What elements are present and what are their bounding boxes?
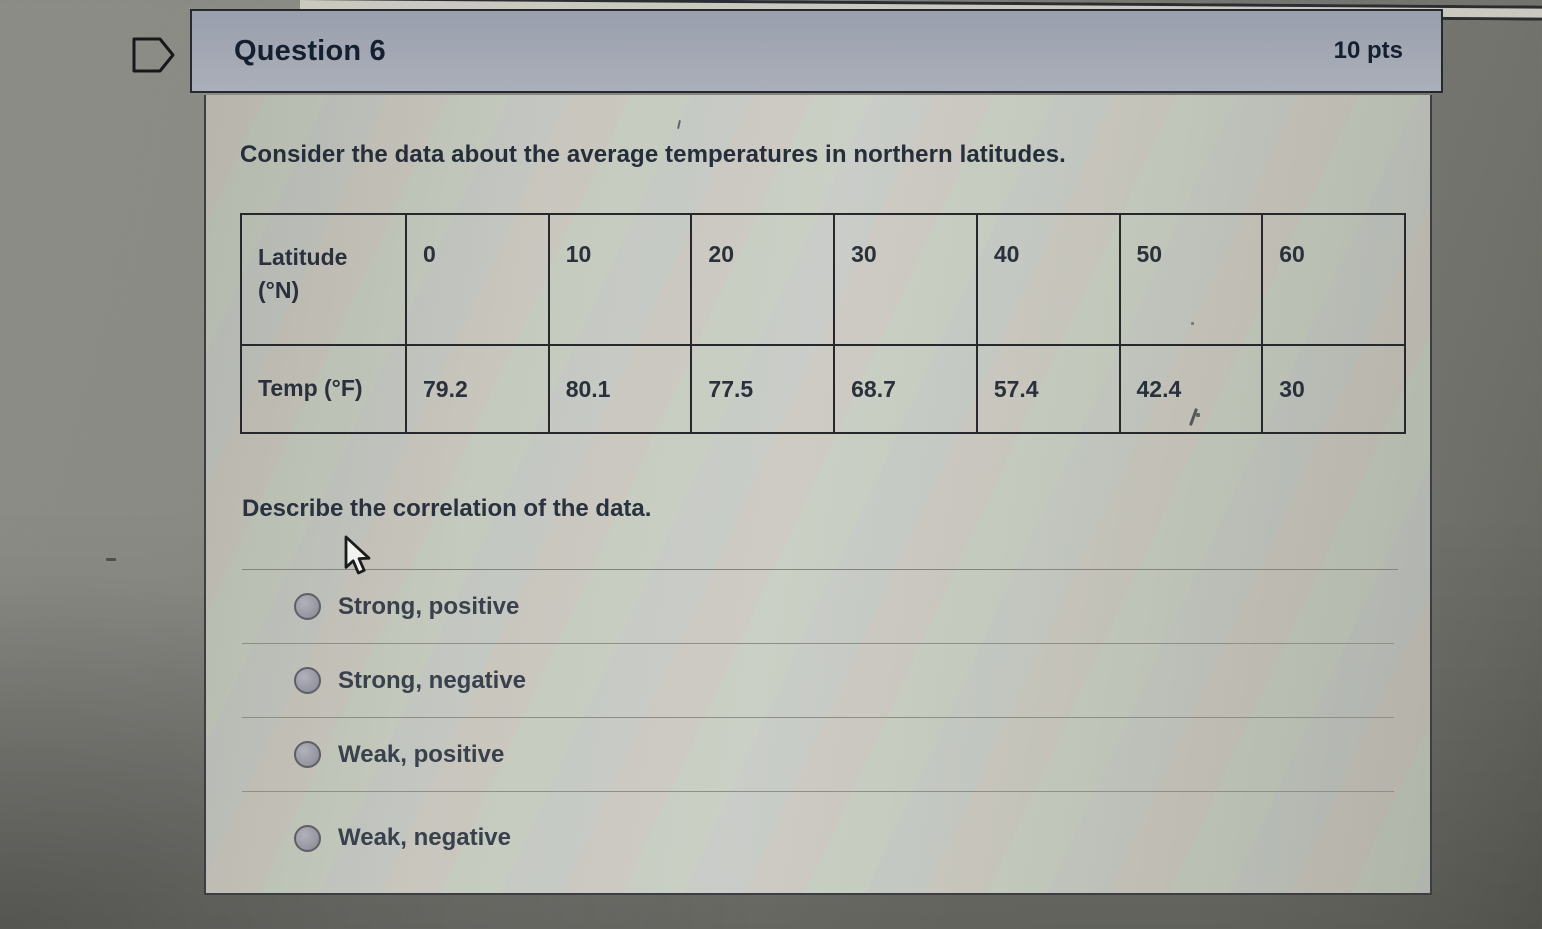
table-row-temp: Temp (°F) 79.2 80.1 77.5 68.7 57.4 42.4 … <box>240 344 1406 434</box>
table-cell-temp: 80.1 <box>547 344 693 434</box>
radio-button-icon[interactable] <box>294 741 321 768</box>
answer-option-label[interactable]: Weak, positive <box>338 740 505 768</box>
answer-option-label[interactable]: Strong, positive <box>338 592 520 620</box>
table-cell-latitude: 10 <box>547 213 693 346</box>
question-points: 10 pts <box>1333 37 1403 64</box>
table-cell-latitude: 0 <box>405 213 550 346</box>
table-cell-temp: 57.4 <box>975 344 1121 434</box>
radio-button-icon[interactable] <box>294 593 321 620</box>
answer-option-weak-positive[interactable]: Weak, positive <box>242 718 1394 792</box>
radio-button-icon[interactable] <box>294 824 321 852</box>
table-cell-latitude: 30 <box>833 213 978 346</box>
answer-option-weak-negative[interactable]: Weak, negative <box>242 792 1394 884</box>
question-title: Question 6 <box>234 34 386 67</box>
correlation-prompt: Describe the correlation of the data. <box>242 495 652 522</box>
table-cell-latitude: 60 <box>1261 213 1406 346</box>
table-cell-temp: 77.5 <box>690 344 836 434</box>
table-cell-latitude: 40 <box>975 213 1121 346</box>
radio-button-icon[interactable] <box>294 667 321 694</box>
temperature-data-table: Latitude (°N) 0 10 20 30 40 50 60 Temp (… <box>240 213 1406 434</box>
answer-option-label[interactable]: Weak, negative <box>338 824 511 851</box>
table-row-header-latitude: Latitude (°N) <box>240 213 407 346</box>
question-header: Question 6 10 pts <box>190 9 1443 93</box>
answer-option-label[interactable]: Strong, negative <box>338 666 527 694</box>
answer-options-list: Strong, positive Strong, negative Weak, … <box>206 570 1430 884</box>
photo-speck <box>1196 413 1200 417</box>
table-cell-temp: 68.7 <box>833 344 978 434</box>
table-row-header-temp: Temp (°F) <box>240 344 407 434</box>
divider-line <box>242 569 1398 570</box>
table-cell-temp: 79.2 <box>405 344 550 434</box>
photo-speck <box>1191 322 1194 325</box>
table-cell-latitude: 20 <box>690 213 836 346</box>
table-row-latitude: Latitude (°N) 0 10 20 30 40 50 60 <box>240 213 1406 346</box>
photo-speck <box>106 558 116 561</box>
flag-question-icon[interactable] <box>132 36 176 74</box>
question-body-panel: Consider the data about the average temp… <box>204 95 1432 895</box>
answer-option-strong-negative[interactable]: Strong, negative <box>242 644 1394 718</box>
table-cell-temp: 30 <box>1261 344 1406 434</box>
table-cell-latitude: 50 <box>1118 213 1264 346</box>
question-prompt: Consider the data about the average temp… <box>240 141 1066 168</box>
answer-option-strong-positive[interactable]: Strong, positive <box>242 570 1394 644</box>
